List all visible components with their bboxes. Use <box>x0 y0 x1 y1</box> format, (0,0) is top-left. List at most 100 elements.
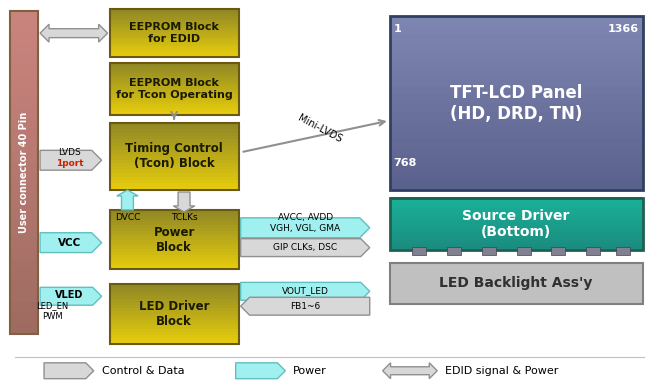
Polygon shape <box>40 233 101 253</box>
Text: 1port: 1port <box>56 159 84 168</box>
Bar <box>109 293 239 296</box>
Bar <box>389 197 643 201</box>
Bar <box>11 237 38 248</box>
Bar <box>109 62 239 66</box>
Bar <box>109 239 239 243</box>
Bar <box>109 40 239 43</box>
Polygon shape <box>173 192 195 212</box>
Bar <box>109 65 239 68</box>
Bar <box>389 239 643 243</box>
Bar <box>109 80 239 83</box>
Bar <box>11 129 38 140</box>
Bar <box>389 33 643 43</box>
Bar <box>109 320 239 323</box>
Bar <box>389 204 643 208</box>
Bar <box>109 302 239 305</box>
Bar <box>109 37 239 40</box>
Polygon shape <box>383 363 437 379</box>
Bar <box>11 269 38 280</box>
Bar <box>109 186 239 190</box>
Text: DVCC: DVCC <box>115 213 140 222</box>
Bar <box>389 218 643 222</box>
Bar <box>586 246 600 255</box>
Bar <box>11 86 38 98</box>
Bar <box>11 204 38 216</box>
Bar <box>109 323 239 326</box>
Bar <box>389 103 643 112</box>
Bar <box>109 326 239 329</box>
Bar <box>109 139 239 143</box>
Bar <box>11 161 38 173</box>
Bar <box>389 68 643 77</box>
Text: VCC: VCC <box>58 238 82 248</box>
Bar <box>109 28 239 31</box>
Bar <box>109 224 239 228</box>
Bar <box>109 236 239 240</box>
Bar <box>11 301 38 312</box>
Bar <box>413 246 426 255</box>
Bar <box>11 312 38 323</box>
Text: FB1~6: FB1~6 <box>290 302 320 311</box>
Bar <box>447 246 461 255</box>
Bar <box>389 85 643 94</box>
Polygon shape <box>241 239 370 257</box>
Bar <box>11 140 38 151</box>
Bar <box>109 33 239 35</box>
Bar <box>109 106 239 110</box>
Bar <box>11 172 38 183</box>
Bar <box>109 83 239 86</box>
Text: Power
Block: Power Block <box>154 226 195 254</box>
Polygon shape <box>241 297 370 315</box>
Bar <box>389 94 643 103</box>
Bar <box>389 129 643 138</box>
Text: EEPROM Block
for EDID: EEPROM Block for EDID <box>129 22 219 44</box>
Bar <box>109 152 239 156</box>
Bar <box>109 314 239 317</box>
Bar <box>109 132 239 136</box>
Bar <box>11 108 38 119</box>
Bar <box>11 194 38 205</box>
Bar <box>11 215 38 227</box>
Bar <box>11 54 38 65</box>
Bar <box>11 280 38 291</box>
Text: LED Driver
Block: LED Driver Block <box>139 300 210 328</box>
Bar <box>109 163 239 167</box>
Text: Timing Control
(Tcon) Block: Timing Control (Tcon) Block <box>125 142 223 170</box>
Bar <box>11 43 38 54</box>
Bar <box>389 225 643 229</box>
Bar <box>11 75 38 87</box>
Bar <box>109 149 239 153</box>
Bar <box>389 222 643 225</box>
Text: VLED: VLED <box>55 290 83 300</box>
Bar <box>109 332 239 335</box>
Bar <box>109 122 239 190</box>
Bar <box>109 101 239 104</box>
Text: EDID signal & Power: EDID signal & Power <box>445 366 559 376</box>
Bar <box>109 290 239 293</box>
Bar <box>11 323 38 334</box>
Bar <box>109 52 239 55</box>
Polygon shape <box>236 363 285 379</box>
Text: LED_EN
PWM: LED_EN PWM <box>36 301 68 321</box>
Text: 1366: 1366 <box>608 24 639 34</box>
Bar <box>109 335 239 338</box>
Bar <box>552 246 565 255</box>
Bar <box>109 257 239 261</box>
Bar <box>109 311 239 314</box>
Bar <box>109 142 239 146</box>
Bar <box>109 233 239 237</box>
Bar <box>109 266 239 269</box>
Bar <box>109 173 239 177</box>
Bar <box>109 21 239 24</box>
Bar <box>11 65 38 76</box>
Bar <box>109 284 239 344</box>
Bar <box>109 47 239 50</box>
Bar <box>11 226 38 237</box>
Bar <box>389 211 643 215</box>
Bar <box>109 75 239 78</box>
Bar <box>109 245 239 248</box>
Bar <box>389 137 643 147</box>
Bar <box>109 296 239 299</box>
Bar <box>109 91 239 94</box>
Bar <box>11 97 38 108</box>
